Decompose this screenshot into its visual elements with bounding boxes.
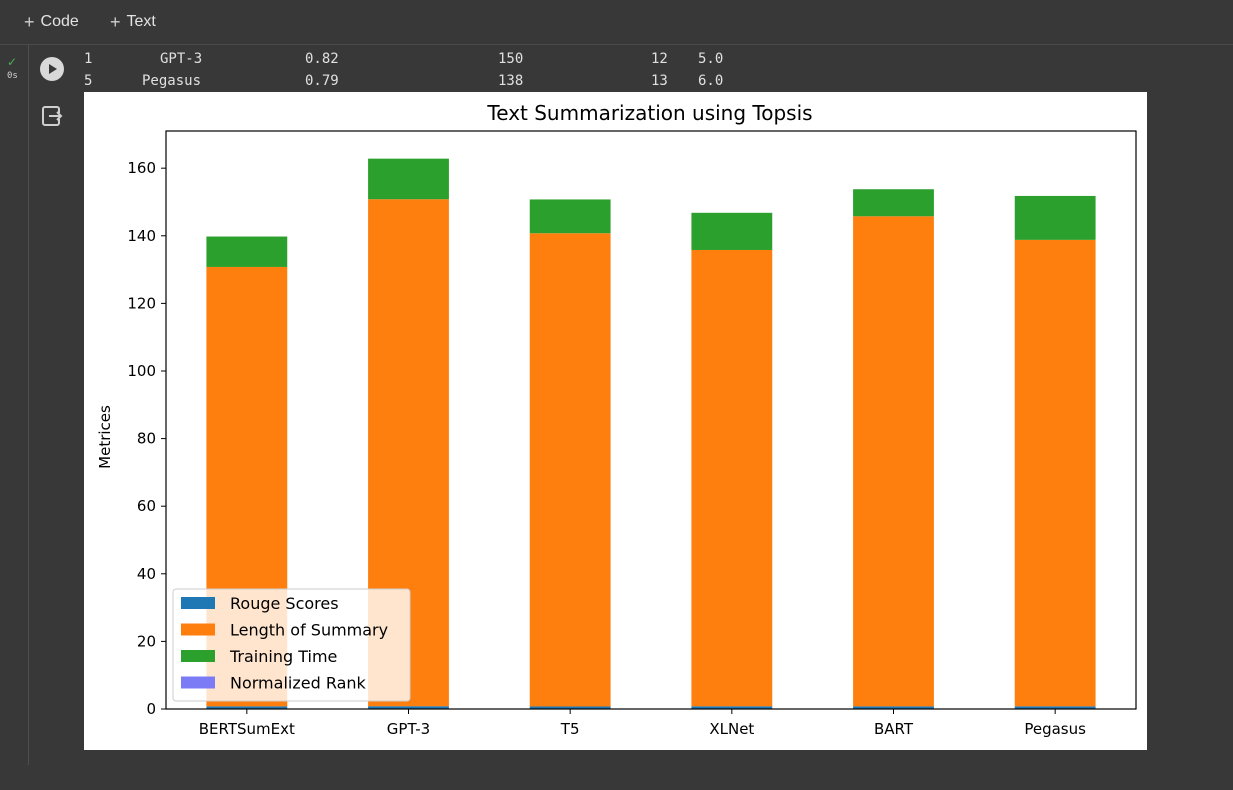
add-text-cell-button[interactable]: + Text xyxy=(110,10,156,34)
y-tick-label: 160 xyxy=(127,159,156,177)
bar-segment xyxy=(1014,195,1096,240)
bar-segment xyxy=(853,216,934,707)
x-tick-label: XLNet xyxy=(709,720,754,738)
y-tick-label: 0 xyxy=(146,700,156,718)
bar-segment xyxy=(853,189,934,217)
output-row-rank: 5.0 xyxy=(698,51,724,67)
chart-legend: Rouge Scores Length of Summary Training Ti… xyxy=(172,588,411,702)
bar-segment xyxy=(529,199,611,234)
bar-segment xyxy=(368,706,449,709)
legend-label: Length of Summary xyxy=(230,621,388,640)
bar-segment xyxy=(691,706,773,709)
y-tick-label: 20 xyxy=(137,632,156,650)
output-row-rouge: 0.82 xyxy=(305,51,339,67)
bar-segment xyxy=(529,233,611,707)
bar-segment xyxy=(853,706,934,709)
output-row-index: 1 xyxy=(84,51,93,67)
legend-label: Training Time xyxy=(229,647,337,666)
clear-output-icon[interactable] xyxy=(40,104,64,128)
y-tick-label: 60 xyxy=(137,497,156,515)
output-row-rouge: 0.79 xyxy=(305,73,339,89)
output-row-model: Pegasus xyxy=(142,73,202,89)
output-row-model: GPT-3 xyxy=(160,51,203,67)
legend-box xyxy=(172,588,411,702)
y-axis: 0 20 40 60 80 100 120 140 160 xyxy=(127,159,166,718)
y-tick-label: 40 xyxy=(137,565,156,583)
x-tick-label: BART xyxy=(874,720,914,738)
legend-label: Normalized Rank xyxy=(230,674,367,693)
bar-segment xyxy=(206,236,288,267)
bar-segment xyxy=(529,706,611,709)
output-row-index: 5 xyxy=(84,73,93,89)
add-code-label: Code xyxy=(40,13,79,30)
y-tick-label: 80 xyxy=(137,430,156,448)
plus-icon: + xyxy=(24,11,35,32)
legend-swatch xyxy=(181,650,215,662)
bar-segment xyxy=(368,158,449,200)
run-cell-button[interactable] xyxy=(40,57,64,81)
output-row-length: 150 xyxy=(498,51,524,67)
notebook-toolbar: + Code + Text xyxy=(0,0,1233,45)
output-row: 5 Pegasus 0.79 138 13 6.0 xyxy=(84,72,784,90)
output-row: 1 GPT-3 0.82 150 12 5.0 xyxy=(84,50,784,68)
add-text-label: Text xyxy=(126,13,156,30)
bar-segment xyxy=(691,249,773,707)
y-tick-label: 120 xyxy=(127,294,156,312)
legend-label: Rouge Scores xyxy=(230,594,339,613)
bar-segment xyxy=(1014,706,1096,709)
cell-gutter xyxy=(0,45,28,765)
cell-runtime: 0s xyxy=(7,71,18,81)
notebook-footer xyxy=(0,765,1233,790)
bar-segment xyxy=(206,706,288,709)
output-row-rank: 6.0 xyxy=(698,73,724,89)
output-row-time: 12 xyxy=(651,51,668,67)
legend-swatch xyxy=(181,597,215,609)
y-tick-label: 100 xyxy=(127,362,156,380)
x-tick-label: GPT-3 xyxy=(387,720,430,738)
play-icon xyxy=(49,64,57,74)
checkmark-icon: ✓ xyxy=(7,55,18,69)
y-axis-label: Metrices xyxy=(96,405,114,469)
bar-segment xyxy=(1014,239,1096,707)
plus-icon: + xyxy=(110,11,121,32)
legend-swatch xyxy=(181,623,215,636)
chart-output: Text Summarization using Topsis Metrices… xyxy=(84,92,1147,750)
x-tick-label: BERTSumExt xyxy=(199,720,295,738)
x-axis: BERTSumExt GPT-3 T5 XLNet BART Pegasus xyxy=(199,709,1086,738)
stacked-bar-chart: Text Summarization using Topsis Metrices… xyxy=(96,101,1137,738)
x-tick-label: Pegasus xyxy=(1024,720,1086,738)
add-code-cell-button[interactable]: + Code xyxy=(24,10,79,34)
output-row-time: 13 xyxy=(651,73,668,89)
bar-segment xyxy=(691,212,773,250)
x-tick-label: T5 xyxy=(560,720,580,738)
y-tick-label: 140 xyxy=(127,227,156,245)
plot-frame xyxy=(165,130,1137,710)
output-row-length: 138 xyxy=(498,73,524,89)
chart-title: Text Summarization using Topsis xyxy=(486,101,812,125)
legend-swatch xyxy=(181,676,215,689)
